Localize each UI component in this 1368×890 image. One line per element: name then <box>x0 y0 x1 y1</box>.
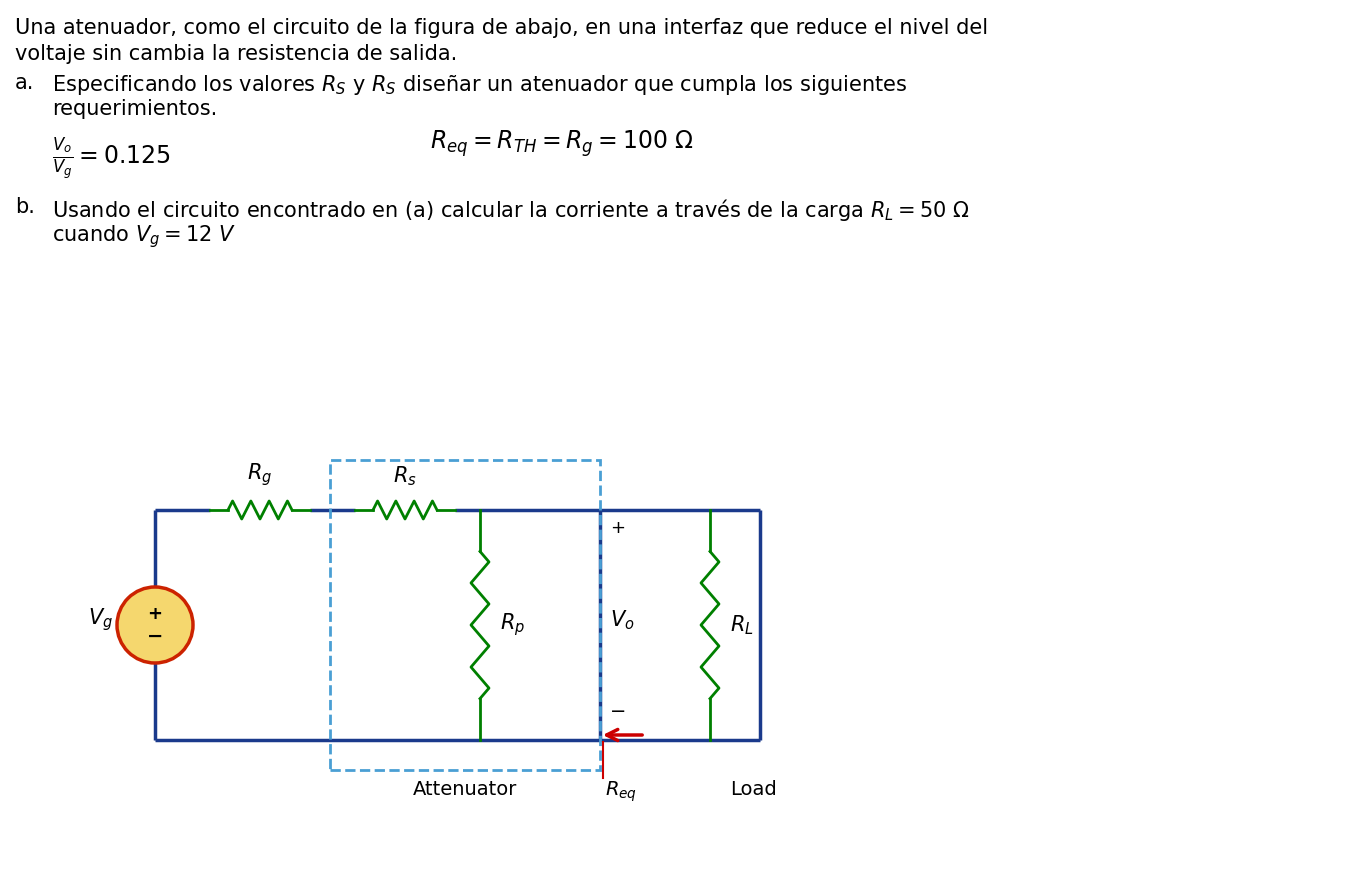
Text: Attenuator: Attenuator <box>413 780 517 799</box>
Text: $R_{eq} = R_{TH} = R_g = 100\ \Omega$: $R_{eq} = R_{TH} = R_g = 100\ \Omega$ <box>430 128 694 158</box>
Text: $R_g$: $R_g$ <box>248 461 272 488</box>
Text: $\frac{V_o}{V_g} = 0.125$: $\frac{V_o}{V_g} = 0.125$ <box>52 135 171 182</box>
Circle shape <box>118 587 193 663</box>
Text: +: + <box>610 519 625 537</box>
Text: $R_{eq}$: $R_{eq}$ <box>605 780 637 805</box>
Text: Una atenuador, como el circuito de la figura de abajo, en una interfaz que reduc: Una atenuador, como el circuito de la fi… <box>15 18 988 38</box>
Text: $R_p$: $R_p$ <box>499 611 525 638</box>
Text: Especificando los valores $R_S$ y $R_S$ diseñar un atenuador que cumpla los sigu: Especificando los valores $R_S$ y $R_S$ … <box>52 73 907 97</box>
Text: −: − <box>610 702 627 722</box>
Text: $V_g$: $V_g$ <box>88 607 112 634</box>
Text: $R_s$: $R_s$ <box>393 465 417 488</box>
Text: −: − <box>146 627 163 645</box>
Text: requerimientos.: requerimientos. <box>52 99 218 119</box>
Text: Usando el circuito encontrado en (a) calcular la corriente a través de la carga : Usando el circuito encontrado en (a) cal… <box>52 197 970 223</box>
Text: $R_L$: $R_L$ <box>731 613 754 637</box>
Text: $V_o$: $V_o$ <box>610 608 635 632</box>
Text: Load: Load <box>731 780 777 799</box>
Text: cuando $V_g = 12\ V$: cuando $V_g = 12\ V$ <box>52 223 237 250</box>
Bar <box>330 460 601 770</box>
Text: +: + <box>148 605 163 623</box>
Text: a.: a. <box>15 73 34 93</box>
Text: b.: b. <box>15 197 34 217</box>
Text: voltaje sin cambia la resistencia de salida.: voltaje sin cambia la resistencia de sal… <box>15 44 457 64</box>
